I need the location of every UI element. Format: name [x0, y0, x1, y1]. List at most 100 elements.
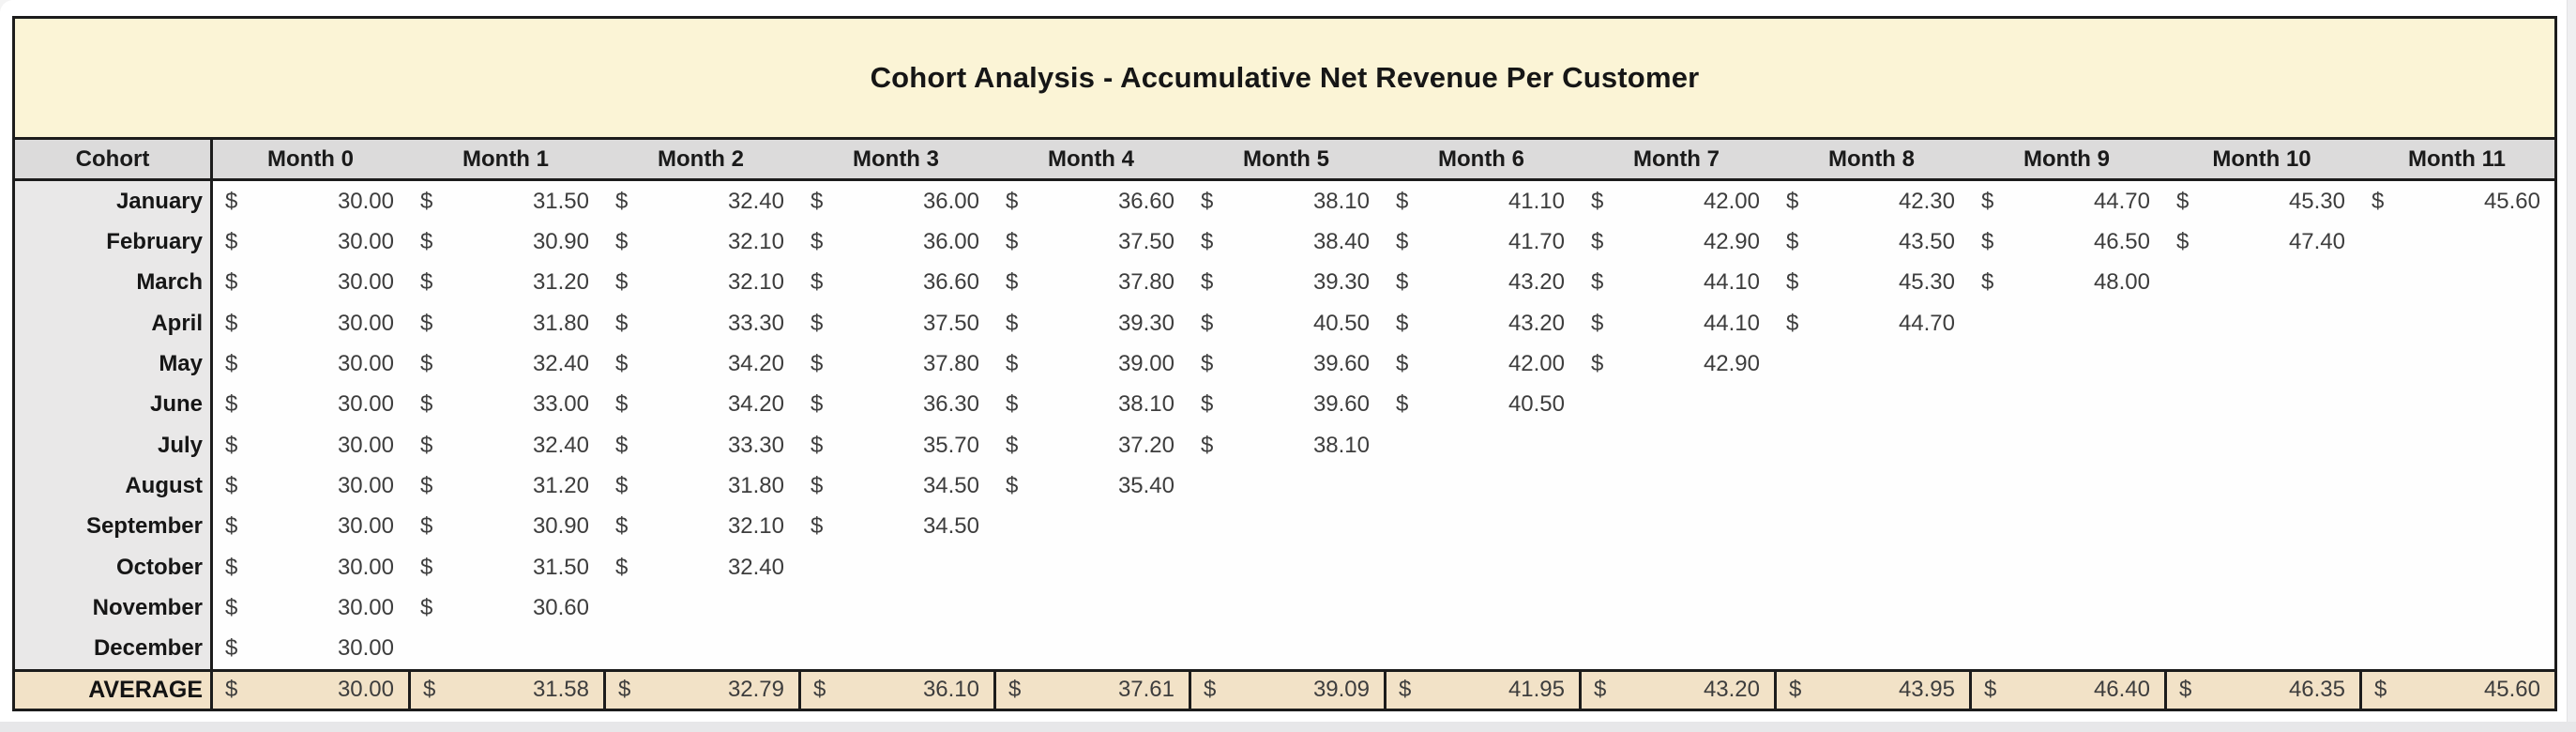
table-cell[interactable]: [2359, 424, 2554, 466]
table-cell[interactable]: [1774, 343, 1969, 385]
month-header[interactable]: Month 7: [1579, 140, 1774, 181]
table-cell[interactable]: $31.20: [408, 262, 603, 303]
table-cell[interactable]: $42.00: [1579, 181, 1774, 222]
table-cell[interactable]: [2164, 506, 2359, 547]
table-cell[interactable]: [603, 628, 798, 669]
table-cell[interactable]: $47.40: [2164, 221, 2359, 263]
table-cell[interactable]: $31.50: [408, 181, 603, 222]
cohort-row-label[interactable]: December: [15, 628, 213, 669]
table-cell[interactable]: [2359, 262, 2554, 303]
cohort-row-label[interactable]: July: [15, 424, 213, 466]
table-cell[interactable]: $36.30: [798, 384, 993, 425]
table-cell[interactable]: [1189, 506, 1384, 547]
table-cell[interactable]: $44.70: [1774, 302, 1969, 344]
month-header[interactable]: Month 6: [1384, 140, 1579, 181]
month-header[interactable]: Month 10: [2164, 140, 2359, 181]
table-cell[interactable]: $43.20: [1384, 302, 1579, 344]
month-header[interactable]: Month 5: [1189, 140, 1384, 181]
table-cell[interactable]: [1384, 546, 1579, 588]
table-cell[interactable]: $31.20: [408, 465, 603, 507]
average-row-label[interactable]: AVERAGE: [15, 668, 213, 709]
table-cell[interactable]: $30.00: [213, 384, 408, 425]
table-cell[interactable]: [2359, 384, 2554, 425]
table-cell[interactable]: $45.30: [2164, 181, 2359, 222]
table-cell[interactable]: [1384, 465, 1579, 507]
table-cell[interactable]: [993, 628, 1189, 669]
table-cell[interactable]: $30.90: [408, 221, 603, 263]
table-cell[interactable]: $30.00: [213, 221, 408, 263]
average-cell[interactable]: $32.79: [603, 668, 798, 709]
average-cell[interactable]: $43.95: [1774, 668, 1969, 709]
table-cell[interactable]: [2164, 424, 2359, 466]
month-header[interactable]: Month 3: [798, 140, 993, 181]
table-cell[interactable]: [1579, 628, 1774, 669]
table-cell[interactable]: [1969, 302, 2164, 344]
table-cell[interactable]: $30.00: [213, 546, 408, 588]
table-cell[interactable]: $45.60: [2359, 181, 2554, 222]
table-cell[interactable]: [1774, 384, 1969, 425]
average-cell[interactable]: $46.35: [2164, 668, 2359, 709]
table-cell[interactable]: [2359, 302, 2554, 344]
table-cell[interactable]: $42.90: [1579, 343, 1774, 385]
table-cell[interactable]: $37.50: [993, 221, 1189, 263]
table-cell[interactable]: $33.30: [603, 424, 798, 466]
table-cell[interactable]: [1384, 587, 1579, 629]
table-cell[interactable]: $44.10: [1579, 262, 1774, 303]
cohort-row-label[interactable]: August: [15, 465, 213, 507]
table-cell[interactable]: [1579, 465, 1774, 507]
table-cell[interactable]: [1579, 506, 1774, 547]
table-cell[interactable]: $34.20: [603, 384, 798, 425]
table-cell[interactable]: $30.60: [408, 587, 603, 629]
table-cell[interactable]: [1384, 628, 1579, 669]
table-cell[interactable]: $42.30: [1774, 181, 1969, 222]
table-cell[interactable]: [1189, 465, 1384, 507]
table-cell[interactable]: [2359, 546, 2554, 588]
table-cell[interactable]: $37.80: [798, 343, 993, 385]
table-cell[interactable]: $39.60: [1189, 384, 1384, 425]
table-cell[interactable]: [603, 587, 798, 629]
cohort-row-label[interactable]: February: [15, 221, 213, 263]
table-cell[interactable]: $30.00: [213, 262, 408, 303]
table-cell[interactable]: [1774, 424, 1969, 466]
table-cell[interactable]: [1189, 546, 1384, 588]
table-cell[interactable]: [993, 506, 1189, 547]
table-cell[interactable]: $38.10: [993, 384, 1189, 425]
table-cell[interactable]: $30.00: [213, 506, 408, 547]
table-cell[interactable]: $30.00: [213, 465, 408, 507]
table-cell[interactable]: [2164, 302, 2359, 344]
table-cell[interactable]: $38.10: [1189, 424, 1384, 466]
table-cell[interactable]: [1384, 424, 1579, 466]
table-cell[interactable]: $33.00: [408, 384, 603, 425]
table-cell[interactable]: [2164, 628, 2359, 669]
table-cell[interactable]: [993, 546, 1189, 588]
table-cell[interactable]: [798, 546, 993, 588]
table-cell[interactable]: $37.50: [798, 302, 993, 344]
table-cell[interactable]: $35.40: [993, 465, 1189, 507]
table-cell[interactable]: $36.00: [798, 221, 993, 263]
table-cell[interactable]: [2164, 587, 2359, 629]
month-header[interactable]: Month 8: [1774, 140, 1969, 181]
table-cell[interactable]: $30.90: [408, 506, 603, 547]
table-cell[interactable]: $34.50: [798, 465, 993, 507]
average-cell[interactable]: $43.20: [1579, 668, 1774, 709]
cohort-row-label[interactable]: November: [15, 587, 213, 629]
month-header[interactable]: Month 4: [993, 140, 1189, 181]
table-cell[interactable]: [1774, 465, 1969, 507]
table-cell[interactable]: $33.30: [603, 302, 798, 344]
table-cell[interactable]: $42.90: [1579, 221, 1774, 263]
table-cell[interactable]: $39.30: [993, 302, 1189, 344]
average-cell[interactable]: $36.10: [798, 668, 993, 709]
cohort-row-label[interactable]: January: [15, 181, 213, 222]
table-cell[interactable]: [1579, 546, 1774, 588]
table-cell[interactable]: $30.00: [213, 302, 408, 344]
table-cell[interactable]: [1969, 343, 2164, 385]
table-cell[interactable]: [1579, 424, 1774, 466]
horizontal-scrollbar-track[interactable]: [0, 722, 2576, 732]
average-cell[interactable]: $45.60: [2359, 668, 2554, 709]
table-cell[interactable]: $44.70: [1969, 181, 2164, 222]
table-cell[interactable]: $31.80: [603, 465, 798, 507]
table-cell[interactable]: [2164, 546, 2359, 588]
table-cell[interactable]: [1774, 506, 1969, 547]
table-cell[interactable]: [2359, 506, 2554, 547]
table-cell[interactable]: [2359, 465, 2554, 507]
